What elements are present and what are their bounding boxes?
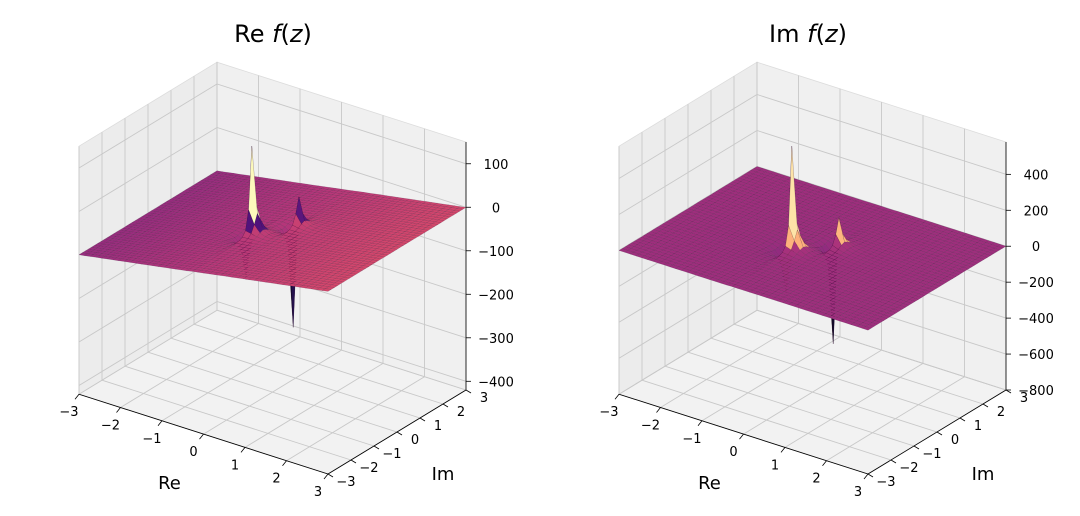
z-tick-label: 0	[492, 201, 500, 216]
x-tick	[739, 433, 744, 440]
y-tick-label: 0	[951, 433, 959, 448]
z-tick-label: −600	[1018, 348, 1054, 363]
y-tick-label: −3	[876, 475, 895, 490]
surface-patch	[428, 223, 439, 227]
z-tick-label: −400	[1018, 312, 1054, 327]
y-gridline	[147, 104, 398, 433]
y-tick	[936, 431, 943, 436]
z-tick-label: −800	[1018, 384, 1054, 399]
y-axis-label: Im	[972, 464, 995, 485]
x-tick-label: 0	[189, 445, 197, 460]
y-tick-label: 3	[480, 391, 488, 406]
chart-title: Im f(z)	[769, 20, 847, 48]
x-tick	[822, 460, 827, 466]
y-tick-label: 1	[974, 419, 982, 434]
x-tick-label: 3	[854, 485, 862, 500]
y-tick	[913, 445, 920, 450]
x-tick-label: −3	[59, 405, 78, 420]
x-tick-label: 2	[812, 472, 820, 487]
x-tick	[780, 447, 786, 453]
z-gridline	[78, 127, 467, 212]
y-tick-label: −2	[899, 461, 918, 476]
re-f-z-3d-plot: −3−2−10123−3−2−101231000−100−200−300−400…	[59, 20, 513, 500]
y-tick	[890, 459, 897, 464]
y-tick	[442, 403, 449, 408]
y-gridline	[193, 76, 444, 405]
y-tick-label: 1	[434, 419, 442, 434]
y-tick	[465, 389, 472, 394]
x-tick-label: −1	[682, 432, 701, 447]
x-tick	[199, 433, 204, 440]
y-tick-label: 0	[411, 433, 419, 448]
z-gridline	[78, 301, 467, 386]
y-axis-label: Im	[432, 464, 455, 485]
surface-patch	[425, 225, 436, 229]
z-tick-label: 100	[484, 158, 509, 173]
y-tick	[982, 403, 989, 408]
x-tick-label: −1	[142, 432, 161, 447]
z-tick-label: −300	[478, 332, 514, 347]
y-tick	[327, 473, 334, 478]
z-tick-label: 0	[1032, 240, 1040, 255]
x-tick-label: 1	[231, 458, 239, 473]
y-tick	[396, 431, 403, 436]
y-tick	[373, 445, 380, 450]
x-tick	[323, 473, 329, 480]
x-tick	[116, 407, 121, 413]
x-tick	[656, 407, 661, 413]
y-tick-label: −3	[336, 475, 355, 490]
chart-title: Re f(z)	[234, 20, 312, 48]
x-tick	[863, 473, 869, 480]
x-tick	[157, 420, 163, 427]
y-tick-label: −2	[359, 461, 378, 476]
im-f-z-3d-plot: −3−2−10123−3−2−101234002000−200−400−600−…	[599, 20, 1053, 500]
y-gridline	[124, 118, 375, 447]
x-tick-label: −2	[101, 419, 120, 434]
x-tick-label: −3	[599, 405, 618, 420]
x-tick	[282, 460, 287, 466]
x-tick-label: −2	[641, 419, 660, 434]
x-axis-label: Re	[158, 473, 181, 494]
y-tick-label: −1	[382, 447, 401, 462]
y-tick	[419, 417, 426, 422]
z-tick-label: 200	[1024, 204, 1049, 219]
z-tick-label: −200	[1018, 276, 1054, 291]
z-tick-label: −100	[478, 245, 514, 260]
surface-patch	[419, 229, 429, 233]
surface-mesh	[78, 146, 467, 328]
surface-patch	[415, 231, 426, 235]
x-tick-label: 3	[314, 485, 322, 500]
x-tick	[614, 393, 620, 400]
x-tick-label: 2	[272, 472, 280, 487]
y-gridline	[170, 90, 421, 419]
x-tick	[74, 393, 80, 400]
y-tick	[350, 459, 357, 464]
x-tick-label: 1	[771, 458, 779, 473]
y-tick	[1005, 389, 1012, 394]
x-tick	[697, 420, 703, 427]
x-tick	[240, 447, 246, 453]
z-tick-label: 400	[1024, 168, 1049, 183]
x-axis-label: Re	[698, 473, 721, 494]
y-gridline	[101, 132, 352, 461]
z-gridline	[78, 83, 467, 169]
x-tick-label: 0	[729, 445, 737, 460]
surface-patch	[434, 219, 445, 223]
z-tick-label: −200	[478, 288, 514, 303]
y-tick	[867, 473, 874, 478]
z-tick-label: −400	[478, 375, 514, 390]
y-tick-label: 2	[997, 405, 1005, 420]
y-gridline	[216, 62, 467, 391]
y-tick	[959, 417, 966, 422]
y-tick-label: 2	[457, 405, 465, 420]
y-tick-label: −1	[922, 447, 941, 462]
